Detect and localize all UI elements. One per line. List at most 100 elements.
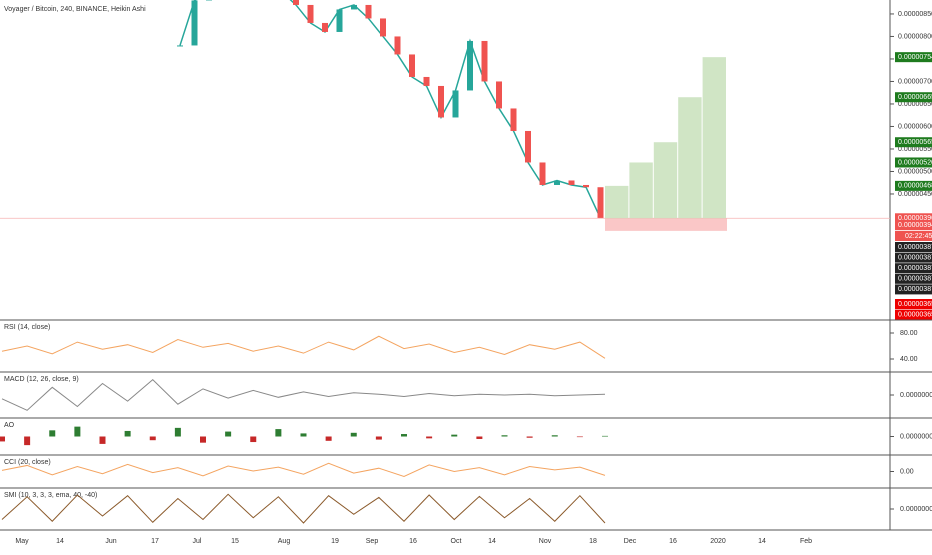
price-label: 0.00000387 bbox=[898, 286, 932, 293]
price-label: 0.00000520 bbox=[898, 159, 932, 166]
price-tick-label: 0.00000450 bbox=[898, 191, 932, 198]
candle bbox=[177, 45, 183, 46]
pane-label: AO bbox=[4, 422, 15, 429]
indicator-tick-label: 40.00 bbox=[900, 356, 918, 363]
time-label: Nov bbox=[539, 538, 552, 545]
indicator-tick-label: 0.00000000 bbox=[900, 392, 932, 399]
indicator-tick-label: 0.00000000 bbox=[900, 506, 932, 513]
ao-bar bbox=[426, 437, 432, 439]
candle bbox=[583, 185, 589, 187]
price-label: 0.00000468 bbox=[898, 183, 932, 190]
candle bbox=[424, 77, 430, 86]
pane-label: MACD (12, 26, close, 9) bbox=[4, 376, 79, 383]
ao-bar bbox=[376, 437, 382, 440]
price-label: 0.00000394 bbox=[898, 222, 932, 229]
time-label: 14 bbox=[56, 538, 64, 545]
time-label: Oct bbox=[451, 538, 462, 545]
ao-bar bbox=[24, 437, 30, 446]
ao-bar bbox=[250, 437, 256, 443]
price-label: 0.00000665 bbox=[898, 94, 932, 101]
price-label: 0.00000387 bbox=[898, 244, 932, 251]
time-label: Feb bbox=[800, 538, 812, 545]
time-label: 17 bbox=[151, 538, 159, 545]
ao-bar bbox=[602, 436, 608, 437]
candle bbox=[409, 54, 415, 77]
price-label: 0.00000387 bbox=[898, 276, 932, 283]
ao-bar bbox=[527, 437, 533, 438]
candle bbox=[308, 5, 314, 23]
time-label: 16 bbox=[669, 538, 677, 545]
target-zone bbox=[654, 142, 677, 218]
price-label: 0.00000565 bbox=[898, 139, 932, 146]
price-tick-label: 0.00000600 bbox=[898, 123, 932, 130]
ao-bar bbox=[175, 428, 181, 437]
pane-label: RSI (14, close) bbox=[4, 324, 50, 331]
time-label: 14 bbox=[488, 538, 496, 545]
candle bbox=[395, 36, 401, 54]
candle bbox=[192, 0, 198, 45]
countdown: 02:22:45 bbox=[905, 233, 932, 240]
candle bbox=[525, 131, 531, 163]
ao-bar bbox=[502, 435, 508, 436]
candle bbox=[569, 180, 575, 185]
candle bbox=[453, 90, 459, 117]
ao-bar bbox=[275, 429, 281, 436]
target-zone bbox=[703, 57, 726, 218]
time-label: 15 bbox=[231, 538, 239, 545]
ao-bar bbox=[451, 435, 457, 437]
candle bbox=[496, 81, 502, 108]
candle bbox=[351, 5, 357, 10]
price-label: 0.00000365 bbox=[898, 301, 932, 308]
ao-bar bbox=[100, 437, 106, 444]
time-label: Aug bbox=[278, 538, 291, 545]
ao-bar bbox=[0, 437, 5, 442]
price-tick-label: 0.00000800 bbox=[898, 33, 932, 40]
ao-bar bbox=[74, 427, 80, 437]
ao-bar bbox=[125, 431, 131, 437]
time-label: 2020 bbox=[710, 538, 726, 545]
ao-bar bbox=[476, 437, 482, 439]
chart-title: Voyager / Bitcoin, 240, BINANCE, Heikin … bbox=[4, 6, 146, 13]
time-label: 18 bbox=[589, 538, 597, 545]
price-tick-label: 0.00000500 bbox=[898, 168, 932, 175]
time-label: 19 bbox=[331, 538, 339, 545]
ao-bar bbox=[301, 433, 307, 436]
candle bbox=[380, 18, 386, 36]
price-tick-label: 0.00000700 bbox=[898, 78, 932, 85]
ao-bar bbox=[401, 434, 407, 436]
ao-bar bbox=[200, 437, 206, 443]
ao-bar bbox=[225, 432, 231, 437]
candle bbox=[598, 187, 604, 218]
time-label: Dec bbox=[624, 538, 637, 545]
target-zone bbox=[678, 97, 701, 218]
ao-bar bbox=[326, 437, 332, 441]
candle bbox=[511, 108, 517, 131]
price-label: 0.00000754 bbox=[898, 54, 932, 61]
candle bbox=[482, 41, 488, 82]
time-label: Sep bbox=[366, 538, 379, 545]
candle bbox=[438, 86, 444, 118]
price-tick-label: 0.00000850 bbox=[898, 11, 932, 18]
target-zone bbox=[605, 186, 628, 218]
pane-label: SMI (10, 3, 3, 3, ema, 40, -40) bbox=[4, 492, 97, 499]
candle bbox=[337, 9, 343, 32]
time-label: May bbox=[15, 538, 29, 545]
price-label: 0.00000365 bbox=[898, 311, 932, 318]
price-label: 0.00000387 bbox=[898, 265, 932, 272]
indicator-tick-label: 0.00 bbox=[900, 468, 914, 475]
candle bbox=[293, 0, 299, 5]
ao-bar bbox=[577, 437, 583, 438]
candle bbox=[467, 41, 473, 91]
indicator-tick-label: 0.00000000 bbox=[900, 433, 932, 440]
ao-bar bbox=[351, 433, 357, 437]
ao-bar bbox=[150, 437, 156, 441]
time-label: Jul bbox=[193, 538, 202, 545]
price-label: 0.00000387 bbox=[898, 254, 932, 261]
candle bbox=[540, 162, 546, 185]
stop-zone bbox=[605, 218, 727, 231]
ao-bar bbox=[552, 435, 558, 436]
candle bbox=[366, 5, 372, 19]
